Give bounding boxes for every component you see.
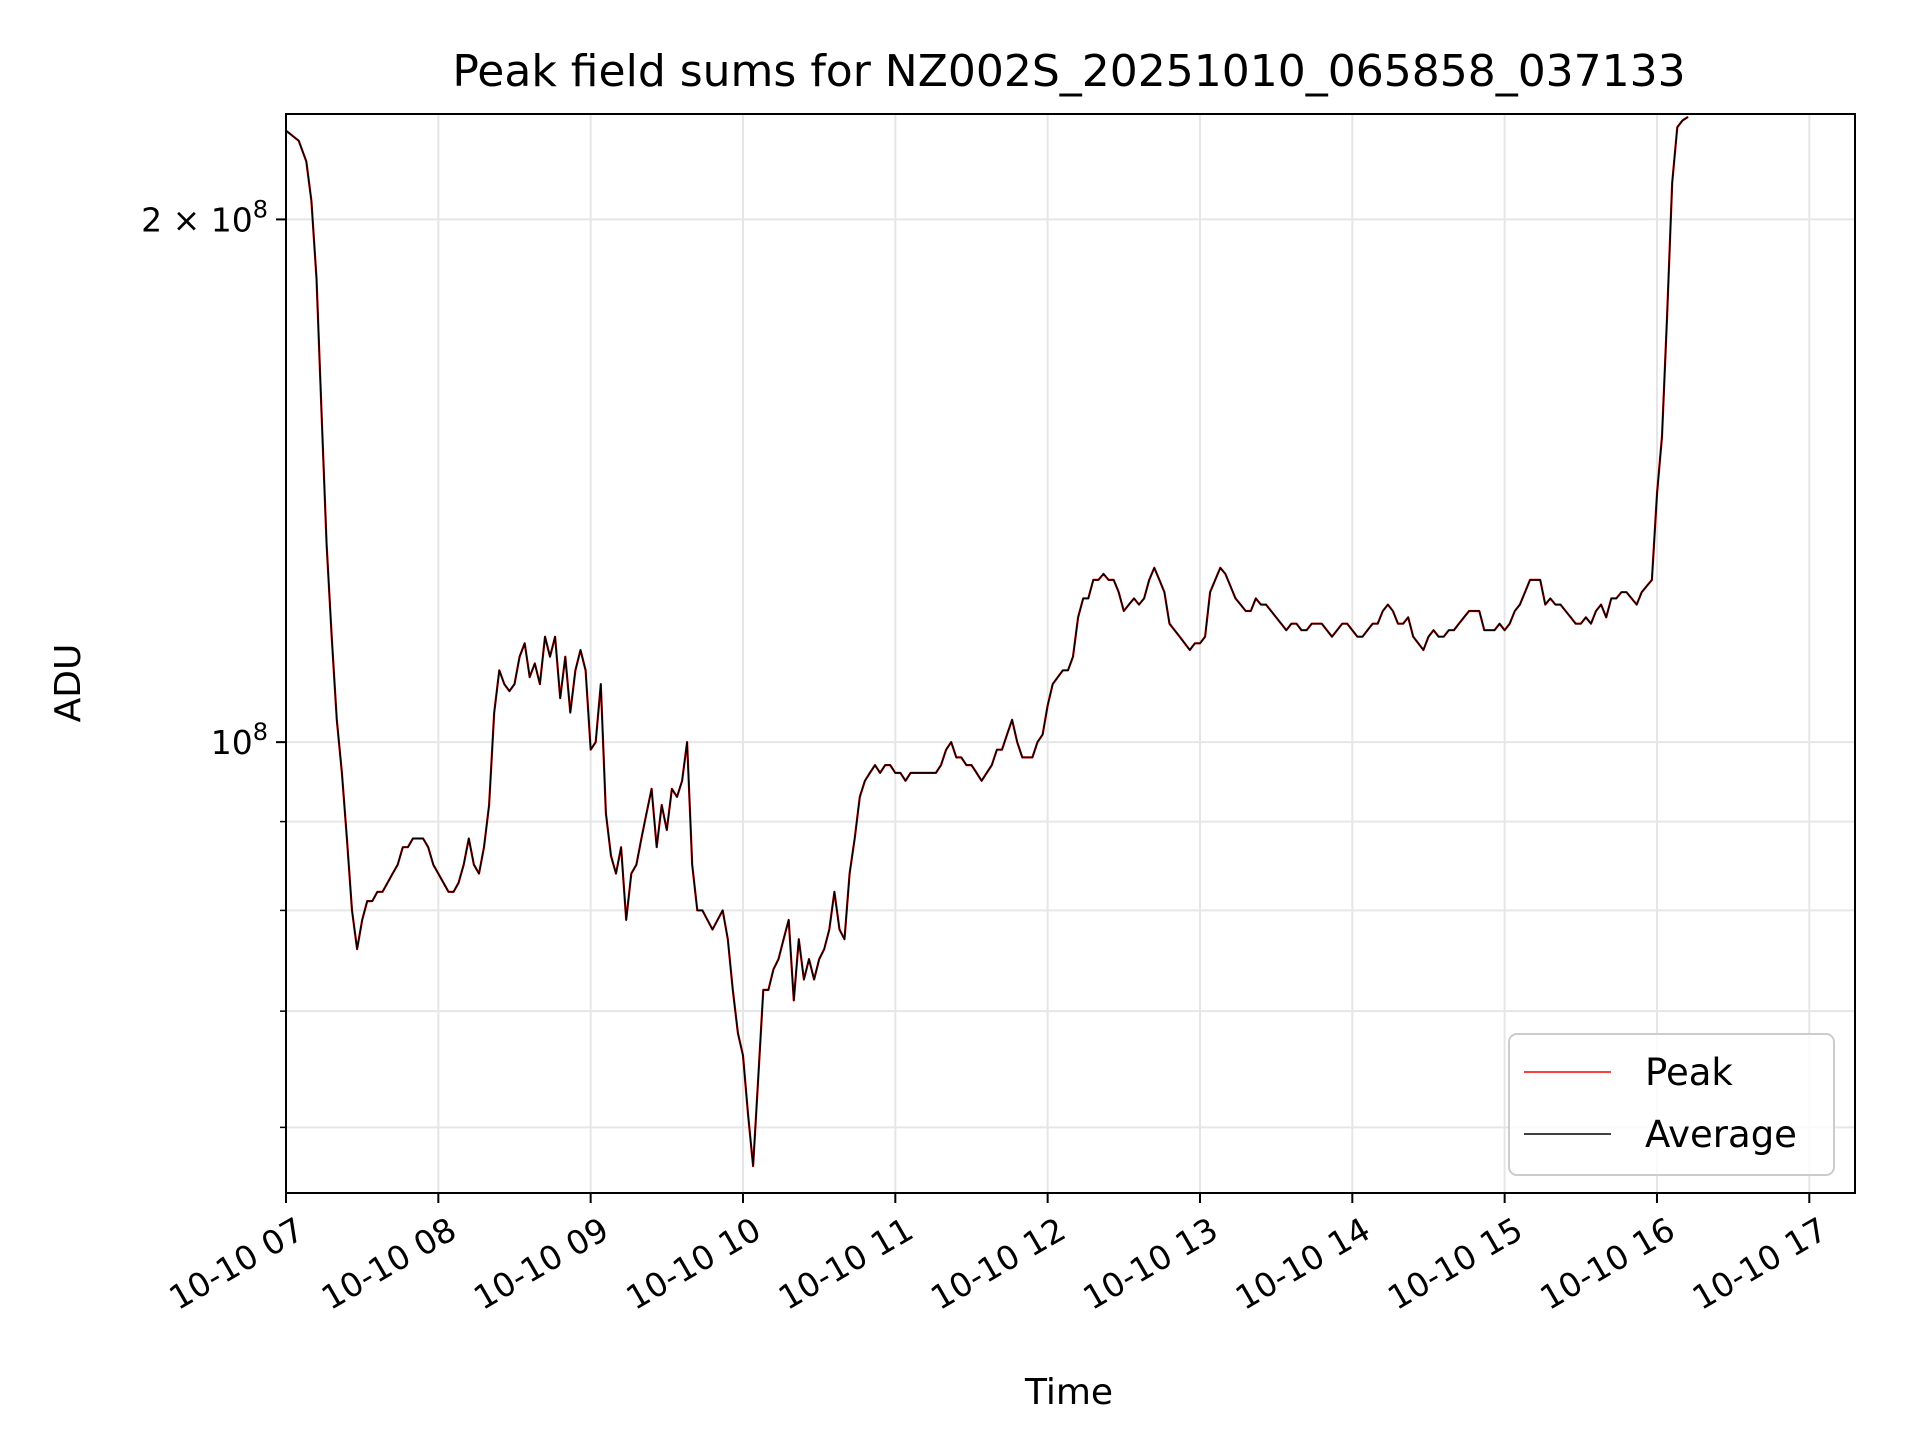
plot-frame bbox=[285, 113, 1856, 1194]
legend-average-label: Average bbox=[1645, 1113, 1797, 1156]
y-axis-ticks: 2 × 108 108 bbox=[141, 195, 286, 1129]
y-axis-label: ADU bbox=[48, 644, 89, 723]
legend-box bbox=[1508, 1033, 1835, 1176]
grid bbox=[285, 114, 1855, 1193]
series-lines bbox=[284, 116, 1689, 1168]
x-axis-label: Time bbox=[1024, 1372, 1113, 1413]
legend: Peak Average bbox=[1508, 1033, 1835, 1176]
series-line-average bbox=[285, 116, 1689, 1167]
legend-peak-label: Peak bbox=[1645, 1051, 1733, 1094]
chart-title: Peak field sums for NZ002S_20251010_0658… bbox=[452, 46, 1685, 97]
y-tick-label: 2 × 108 bbox=[141, 195, 268, 239]
y-tick-label: 108 bbox=[211, 718, 268, 762]
